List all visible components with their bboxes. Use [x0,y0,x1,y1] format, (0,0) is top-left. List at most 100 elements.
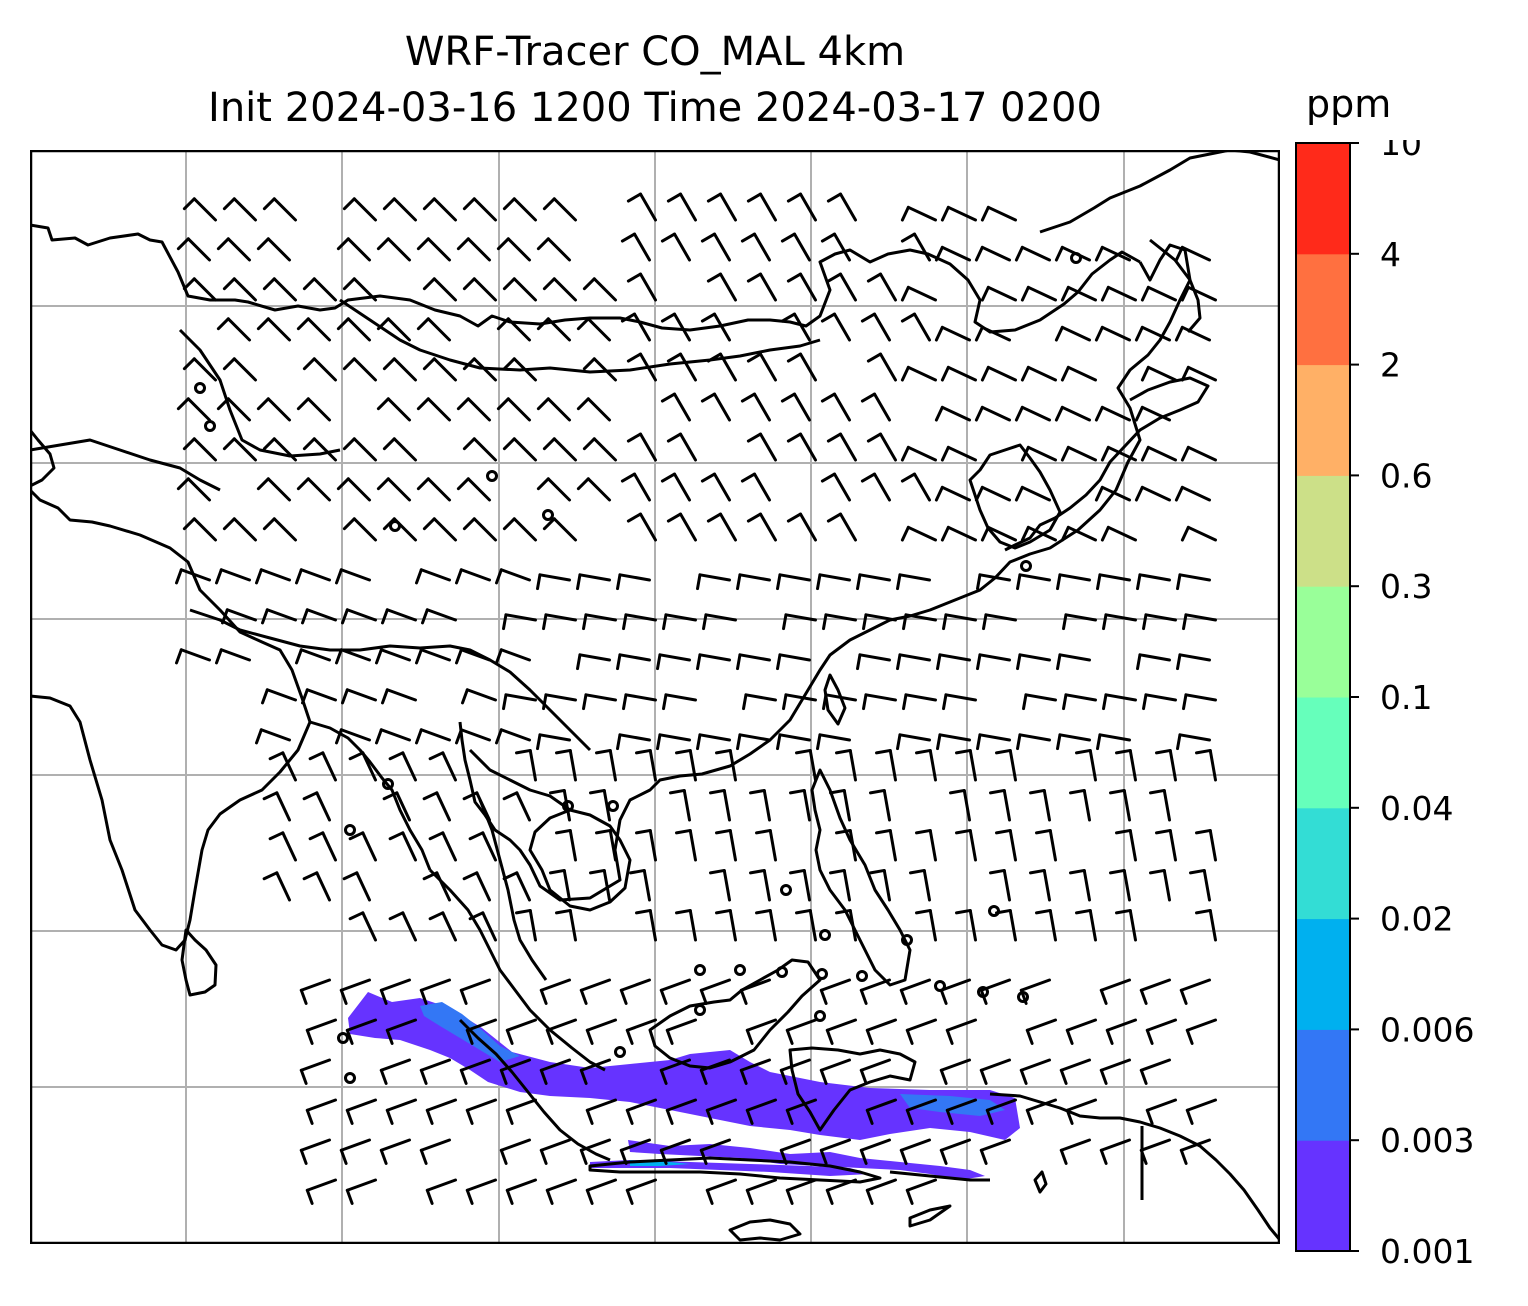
wind-barb-staff [968,908,977,942]
wind-barb-staff [1138,653,1171,662]
wind-barb-staff [506,397,531,422]
wind-barbs [175,192,1217,1205]
wind-barb-feather [859,988,868,1005]
wind-barb-feather [456,477,470,491]
wind-barb-feather [902,693,908,711]
wind-barb-staff [673,232,691,262]
wind-barb-feather [1180,365,1190,382]
coastline-china-east [458,243,1192,902]
wind-barb-staff [939,1058,971,1072]
wind-barb-staff [888,828,897,862]
wind-barb-feather [295,648,303,665]
wind-barb-staff [664,693,697,702]
wind-barb-staff [346,317,371,342]
wind-barb-feather [302,277,316,291]
wind-barb-feather [974,245,984,262]
wind-barb-staff [768,908,777,942]
wind-barb-feather [308,751,325,761]
wind-barb-staff [232,357,257,382]
wind-barb-feather [995,908,1012,915]
border-kazakh [178,328,341,458]
wind-barb-staff [321,831,337,862]
colorbar-tick-label: 2 [1380,346,1401,385]
wind-barb-feather [576,573,582,591]
wind-barb-staff [745,1178,777,1192]
wind-barb-feather [256,477,270,491]
calm-circle [542,509,554,521]
colorbar-band [1296,253,1350,366]
wind-barb-staff [475,791,491,822]
wind-barb-staff [186,477,211,502]
wind-barb-staff [512,437,537,462]
wind-barb-feather [499,1148,508,1165]
wind-barb-staff [475,871,491,902]
wind-barb-staff [1184,693,1217,702]
wind-barb-staff [1060,405,1091,422]
wind-barb-feather [539,988,548,1005]
wind-barb-staff [1019,978,1051,992]
wind-barb-staff [1146,365,1177,382]
colorbar-tick-label: 4 [1380,235,1401,274]
wind-barb-staff [186,397,211,422]
wind-barb-staff [873,392,891,422]
wind-barb-feather [749,788,766,795]
wind-barb-feather [976,573,982,591]
wind-barb-feather [422,197,436,211]
wind-barb-feather [505,1188,514,1205]
wind-barb-feather [496,397,510,411]
wind-barb-feather [505,1028,514,1045]
wind-barb-feather [385,1028,394,1045]
wind-barb-staff [305,688,337,702]
wind-barb-staff [648,748,657,782]
wind-barb-staff [465,1098,497,1112]
wind-barb-feather [549,788,566,795]
wind-barb-staff [984,613,1017,622]
wind-barb-staff [226,237,251,262]
wind-barb-staff [704,613,737,622]
wind-barb-feather [736,573,742,591]
wind-barb-staff [842,868,851,902]
wind-barb-feather [579,1068,588,1085]
colorbar-bands [1296,143,1350,1252]
wind-barb-feather [940,365,950,382]
wind-barb-staff [472,437,497,462]
wind-barb-feather [934,325,944,342]
wind-barb-feather [256,317,270,331]
wind-barb-feather [339,988,348,1005]
wind-barb-feather [915,828,932,835]
wind-barb-staff [785,1098,817,1112]
wind-barb-feather [1100,525,1110,542]
wind-barb-staff [898,573,931,582]
wind-barb-staff [946,205,977,222]
wind-barb-staff [745,1098,777,1112]
wind-barb-feather [1179,1148,1188,1165]
wind-barb-feather [936,733,942,751]
wind-barb-staff [1122,868,1131,902]
wind-barb-feather [776,733,782,751]
wind-barb-staff [562,788,571,822]
wind-barb-staff [299,1058,331,1072]
calm-circle [734,964,746,976]
wind-barb-staff [1140,405,1171,422]
border-central-1 [30,438,221,492]
wind-barb-feather [1099,1148,1108,1165]
wind-barb-staff [1140,485,1171,502]
wind-barb-feather [656,733,662,751]
wind-barb-staff [512,517,537,542]
wind-barb-staff [980,325,1011,342]
wind-barb-feather [700,312,716,323]
wind-barb-staff [499,728,531,742]
border-china-mongolia [339,298,821,374]
wind-barb-feather [582,693,588,711]
wind-barb-staff [602,868,611,902]
wind-barb-staff [978,733,1011,742]
coastline-malay-peninsula [478,799,548,981]
wind-barb-feather [1035,908,1052,915]
wind-barb-staff [865,1178,897,1192]
wind-barb-feather [348,831,365,841]
wind-barb-feather [422,791,439,801]
coastline-japan [1004,376,1210,552]
wind-barb-staff [864,613,897,622]
wind-barb-feather [182,437,196,451]
wind-barb-feather [348,911,365,921]
